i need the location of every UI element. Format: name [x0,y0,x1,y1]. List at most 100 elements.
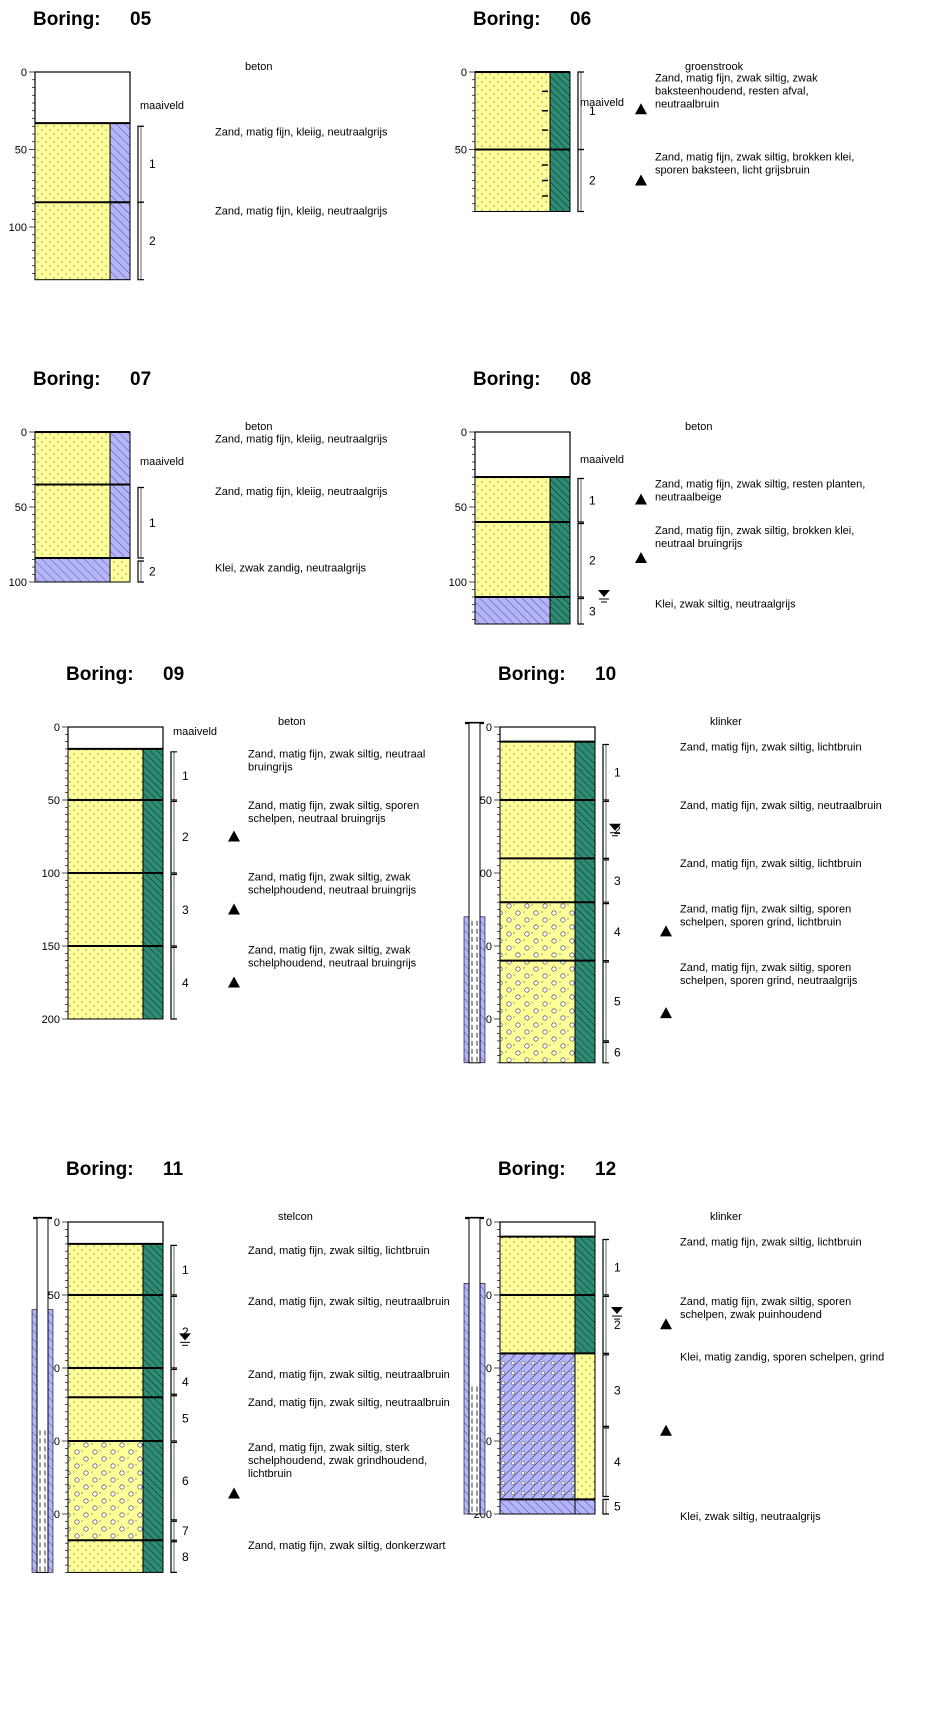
layer-description: Zand, matig fijn, zwak siltig, sporen [680,1296,851,1308]
boring-title: Boring: [473,369,541,390]
water-level-icon [609,823,621,831]
sample-marker [660,1424,672,1436]
boring-id: 05 [130,9,152,30]
sample-label: 2 [614,1318,621,1332]
soil-admixture-silt [142,1294,164,1369]
sample-label: 4 [182,976,189,990]
layer-description: Zand, matig fijn, zwak siltig, neutraal [248,749,425,761]
layer-description: Zand, matig fijn, zwak siltig, neutraalb… [248,1369,450,1381]
soil-admixture-silt [142,799,164,874]
sample-marker [228,976,240,988]
soil-layer-gravel [67,1440,144,1541]
sample-marker [660,925,672,937]
surface-layer [67,1221,164,1245]
sample-label: 5 [614,994,621,1008]
sample-label: 4 [182,1375,189,1389]
surface-label: beton [685,421,713,433]
soil-layer-sand [474,149,551,212]
depth-tick-label: 0 [21,67,27,79]
sample-label: 1 [182,1263,189,1277]
sample-label: 1 [614,1260,621,1274]
boring-title: Boring: [33,369,101,390]
layer-description: schelphoudend, neutraal bruingrijs [248,884,417,896]
boring-id: 08 [570,369,591,390]
layer-description: Zand, matig fijn, zwak siltig, neutraalb… [248,1397,450,1409]
soil-layer-sand [67,1294,144,1369]
sample-marker [660,1318,672,1330]
sample-label: 2 [149,234,156,248]
depth-tick-label: 100 [9,577,27,589]
surface-layer [34,71,131,124]
soil-layer-sand [67,799,144,874]
layer-description: Zand, matig fijn, zwak siltig, lichtbrui… [248,1245,430,1257]
soil-layer-clay [499,1498,576,1515]
maaiveld-label: maaiveld [140,100,184,112]
soil-admixture-silt [142,872,164,947]
boring-title: Boring: [473,9,541,30]
surface-layer [67,726,164,750]
layer-description: Zand, matig fijn, zwak siltig, sporen [680,962,851,974]
sample-marker [228,1487,240,1499]
surface-label: groenstrook [685,61,744,73]
soil-admixture-silt [574,1236,596,1296]
boring-id: 09 [163,664,184,685]
layer-description: Zand, matig fijn, zwak siltig, lichtbrui… [680,858,862,870]
soil-admixture-silt [549,521,571,598]
sample-label: 7 [182,1524,189,1538]
surface-label: stelcon [278,1211,313,1223]
soil-layer-sand [34,122,111,203]
boring-title: Boring: [66,664,134,685]
sample-label: 6 [614,1046,621,1060]
soil-layer-gravel [499,960,576,1064]
layer-description: Klei, zwak siltig, neutraalgrijs [680,1511,821,1523]
boring-log-07: Boring: 07 0 50 100 beton maaiveld 1 2 Zand, mati… [9,369,388,589]
depth-tick-label: 0 [54,722,60,734]
layer-description: schelpen, neutraal bruingrijs [248,813,386,825]
soil-admixture-silt [574,960,596,1064]
depth-tick-label: 0 [486,722,492,734]
sample-marker [635,552,647,563]
maaiveld-label: maaiveld [580,97,624,109]
surface-label: klinker [710,716,742,728]
layer-description: neutraal bruingrijs [655,538,743,550]
depth-tick-label: 50 [455,145,467,157]
boring-id: 06 [570,9,591,30]
sample-label: 3 [614,874,621,888]
soil-admixture-silt [574,799,596,859]
depth-tick-label: 50 [48,1290,60,1302]
surface-label: klinker [710,1211,742,1223]
sample-label: 6 [182,1474,189,1488]
sample-label: 1 [589,104,596,118]
layer-description: Zand, matig fijn, zwak siltig, sterk [248,1442,410,1454]
layer-description: Zand, matig fijn, kleiig, neutraalgrijs [215,486,388,498]
layer-description: Zand, matig fijn, zwak siltig, zwak [655,72,818,84]
soil-admixture-silt [549,476,571,523]
layer-description: Zand, matig fijn, zwak siltig, zwak [248,871,411,883]
sample-label: 3 [182,903,189,917]
soil-admixture-silt [142,1440,164,1541]
boring-title: Boring: [33,9,101,30]
layer-description: Zand, matig fijn, zwak siltig, lichtbrui… [680,1236,862,1248]
soil-admixture-sand [574,1352,596,1500]
soil-layer-sand [499,1236,576,1296]
sample-label: 2 [182,830,189,844]
boring-title: Boring: [66,1159,134,1180]
surface-layer [499,726,596,743]
layer-description: Zand, matig fijn, zwak siltig, resten pl… [655,479,865,491]
layer-description: schelpen, sporen grind, neutraalgrijs [680,975,858,987]
soil-layer-sand [67,1539,144,1573]
sample-label: 1 [149,157,156,171]
soil-admixture-silt [142,748,164,801]
water-level-icon [598,590,610,597]
sample-marker [635,493,647,505]
sample-label: 8 [182,1550,189,1564]
maaiveld-label: maaiveld [173,726,217,738]
sample-label: 1 [149,516,156,530]
soil-layer-sand [34,431,111,485]
depth-tick-label: 0 [54,1217,60,1229]
sample-label: 2 [589,553,596,567]
soil-admixture-silt [574,1294,596,1354]
surface-layer [499,1221,596,1238]
